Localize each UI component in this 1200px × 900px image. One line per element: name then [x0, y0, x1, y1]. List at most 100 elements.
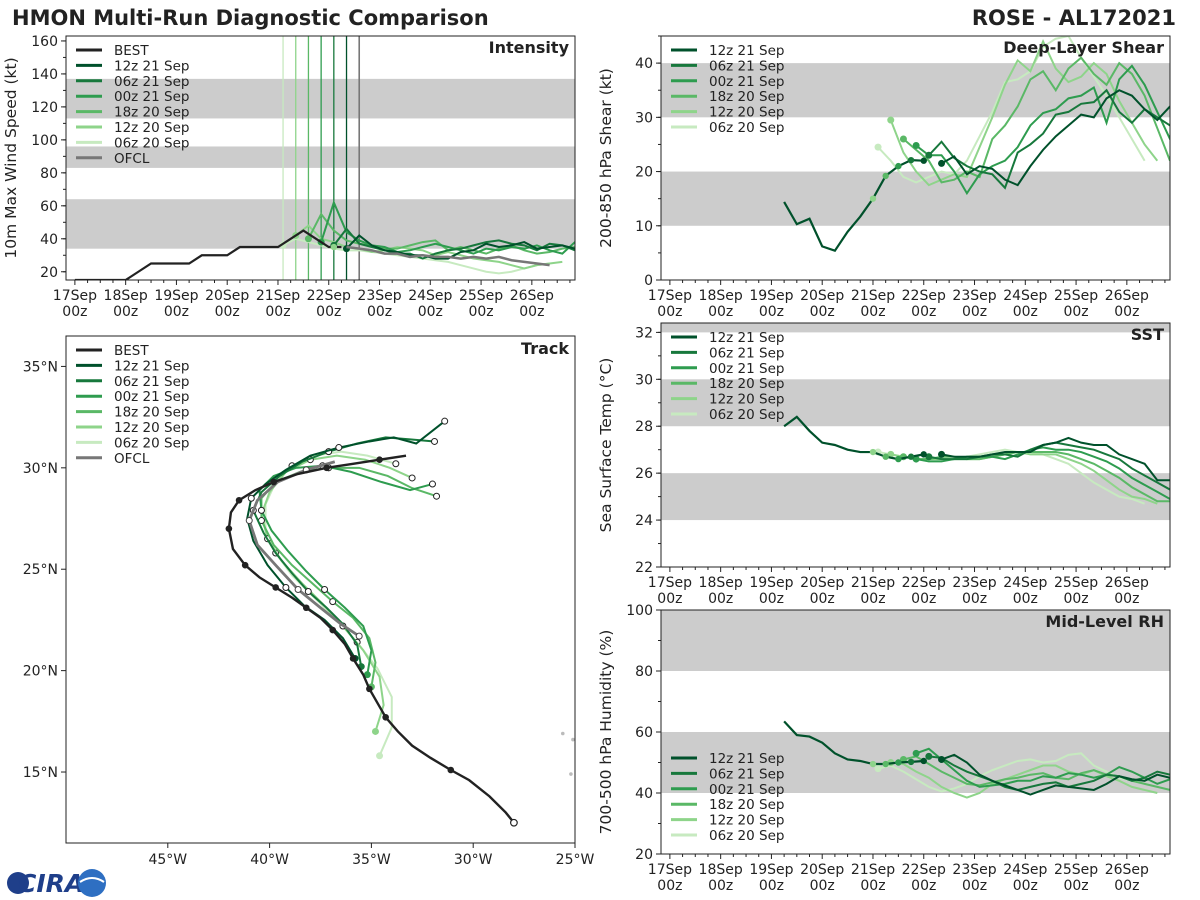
sst-legend-label-5: 06z 20 Sep: [709, 407, 784, 423]
rh-legend-label-2: 00z 21 Sep: [709, 782, 784, 798]
track-legend-label-5: 12z 20 Sep: [114, 420, 189, 436]
track-run-open-marker: [282, 583, 290, 591]
rh-xtick-day-3: 20Sep: [800, 862, 844, 878]
shear-legend-label-2: 00z 21 Sep: [709, 74, 784, 90]
track-run-open-marker: [428, 480, 436, 488]
track-xtick-label-3: 30°W: [454, 852, 493, 868]
intensity-frame: [65, 35, 576, 281]
intensity-xtick-hour-0: 00z: [62, 304, 87, 320]
sst-xtick-hour-0: 00z: [657, 591, 682, 607]
sst-ylabel: Sea Surface Temp (°C): [597, 358, 615, 533]
rh-xtick-day-7: 24Sep: [1003, 862, 1047, 878]
rh-xtick-day-0: 17Sep: [648, 862, 692, 878]
track-run-start-5: [376, 752, 384, 760]
shear-xtick-hour-3: 00z: [810, 304, 835, 320]
sst-run-start-0: [938, 450, 946, 458]
intensity-ytick-label-3: 80: [40, 166, 58, 182]
track-run-open-marker: [408, 474, 416, 482]
intensity-legend-label-6: 06z 20 Sep: [114, 135, 189, 151]
track-island-2: [569, 772, 573, 776]
rh-run-line-2: [915, 747, 1170, 788]
rh-ylabel: 700-500 hPa Humidity (%): [597, 630, 615, 835]
sst-legend-label-3: 18z 20 Sep: [709, 376, 784, 392]
shear-legend-label-4: 12z 20 Sep: [709, 105, 784, 121]
sst-xtick-day-2: 19Sep: [749, 575, 793, 591]
rh-xtick-hour-4: 00z: [860, 878, 885, 894]
track-legend-label-6: 06z 20 Sep: [114, 435, 189, 451]
sst-band-2: [661, 323, 1170, 333]
sst-xtick-hour-9: 00z: [1114, 591, 1139, 607]
track-run-open-marker: [304, 588, 312, 596]
rh-title: Mid-Level RH: [1045, 612, 1164, 631]
rh-band-1: [661, 610, 1170, 671]
track-best-marker: [376, 456, 383, 464]
intensity-xtick-day-5: 22Sep: [307, 288, 351, 304]
shear-ytick-label-0: 0: [644, 273, 653, 289]
intensity-xtick-hour-9: 00z: [519, 304, 544, 320]
shear-xtick-day-4: 21Sep: [851, 288, 895, 304]
intensity-xtick-hour-3: 00z: [215, 304, 240, 320]
shear-legend-label-1: 06z 21 Sep: [709, 58, 784, 74]
shear-run-start-4: [887, 116, 895, 124]
shear-xtick-day-2: 19Sep: [749, 288, 793, 304]
shear-xtick-hour-8: 00z: [1063, 304, 1088, 320]
sst-xtick-hour-3: 00z: [810, 591, 835, 607]
shear-run-start-3: [899, 135, 907, 143]
rh-xtick-day-5: 22Sep: [902, 862, 946, 878]
sst-run-line-0: [941, 436, 1170, 482]
rh-best-marker-0: [869, 760, 877, 768]
shear-frame: [660, 35, 1171, 281]
intensity-ytick-label-7: 160: [31, 34, 58, 50]
shear-xtick-hour-1: 00z: [708, 304, 733, 320]
sst-xtick-day-9: 26Sep: [1105, 575, 1149, 591]
sst-run-start-2: [912, 455, 920, 463]
track-island-0: [560, 731, 565, 736]
track-legend-label-0: BEST: [114, 343, 149, 359]
sst-legend-label-0: 12z 21 Sep: [709, 330, 784, 346]
intensity-legend-label-1: 12z 21 Sep: [114, 58, 189, 74]
track-best-marker: [302, 604, 310, 612]
intensity-xtick-hour-6: 00z: [367, 304, 392, 320]
shear-best-marker-2: [895, 162, 902, 170]
rh-legend-label-4: 12z 20 Sep: [709, 813, 784, 829]
sst-xtick-day-7: 24Sep: [1003, 575, 1047, 591]
shear-xtick-hour-5: 00z: [911, 304, 936, 320]
sst-xtick-hour-2: 00z: [759, 591, 784, 607]
sst-ytick-label-3: 28: [635, 419, 653, 435]
sst-ytick-label-2: 26: [635, 466, 653, 482]
intensity-legend-label-2: 06z 21 Sep: [114, 74, 189, 90]
track-xtick-label-1: 40°W: [250, 852, 289, 868]
rh-ytick-label-1: 40: [635, 786, 653, 802]
track-best-marker-open: [510, 818, 518, 827]
track-run-open-marker: [321, 586, 329, 593]
track-ytick-label-0: 15°N: [23, 765, 58, 781]
intensity-xtick-hour-4: 00z: [265, 304, 290, 320]
intensity-ylabel: 10m Max Wind Speed (kt): [2, 57, 20, 258]
rh-xtick-hour-0: 00z: [657, 878, 682, 894]
shear-run-start-2: [912, 142, 920, 150]
track-best-marker: [241, 561, 249, 569]
shear-run-line-1: [928, 88, 1170, 190]
sst-xtick-hour-7: 00z: [1013, 591, 1038, 607]
rh-xtick-hour-1: 00z: [708, 878, 733, 894]
sst-legend-label-1: 06z 21 Sep: [709, 345, 784, 361]
intensity-xtick-hour-2: 00z: [164, 304, 189, 320]
intensity-xtick-day-0: 17Sep: [53, 288, 97, 304]
sst-xtick-day-0: 17Sep: [648, 575, 692, 591]
sst-ytick-label-5: 32: [635, 325, 653, 341]
shear-run-start-1: [925, 151, 933, 159]
figure-title: HMON Multi-Run Diagnostic Comparison: [12, 6, 489, 30]
shear-ytick-label-1: 10: [635, 219, 653, 235]
sst-best-marker-4: [920, 451, 927, 458]
track-run-open-marker: [433, 492, 441, 500]
intensity-ytick-label-0: 20: [40, 265, 58, 281]
shear-xtick-hour-4: 00z: [860, 304, 885, 320]
rh-xtick-hour-8: 00z: [1063, 878, 1088, 894]
track-title: Track: [521, 339, 569, 358]
track-best-marker: [323, 464, 330, 472]
intensity-xtick-day-9: 26Sep: [510, 288, 554, 304]
intensity-panel: 2040608010012014016017Sep00z18Sep00z19Se…: [2, 34, 576, 320]
sst-ytick-label-4: 30: [635, 372, 653, 388]
track-legend-label-7: OFCL: [114, 451, 150, 467]
